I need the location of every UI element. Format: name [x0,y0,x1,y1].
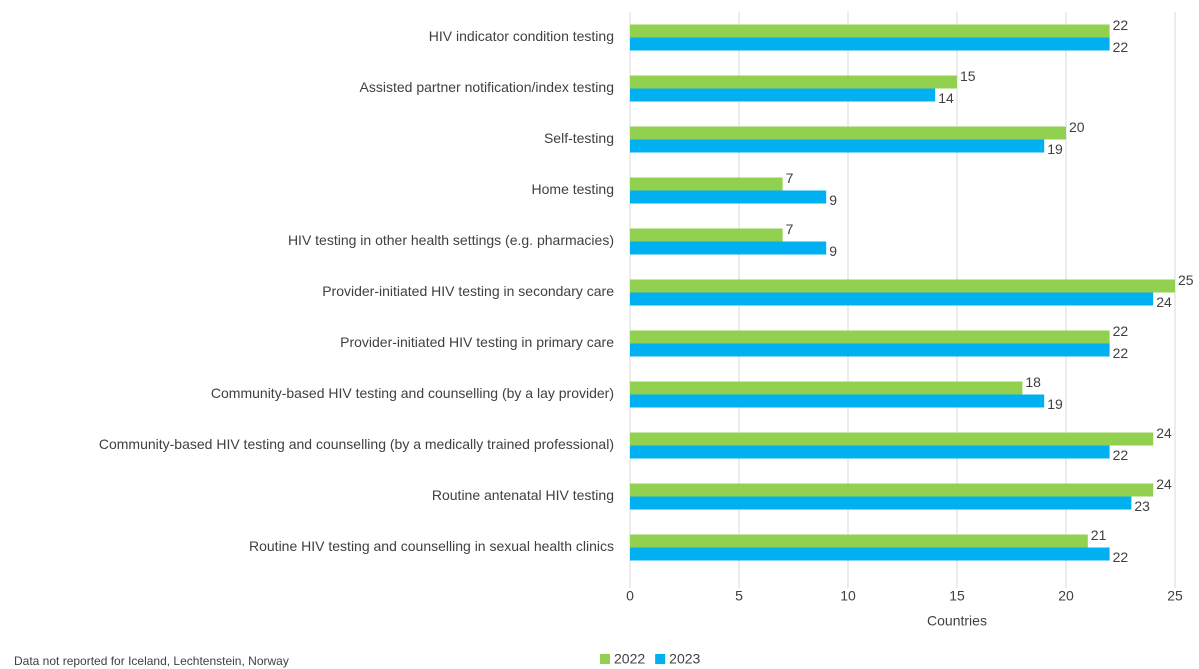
value-label: 9 [829,192,837,208]
x-tick-label: 10 [840,588,856,604]
value-label: 18 [1025,374,1041,390]
value-label: 22 [1113,447,1129,463]
bar [630,445,1110,459]
value-label: 22 [1113,17,1129,33]
x-tick-label: 25 [1167,588,1183,604]
y-tick-label: Routine HIV testing and counselling in s… [249,538,614,554]
y-tick-label: HIV indicator condition testing [429,28,614,44]
x-tick-label: 20 [1058,588,1074,604]
y-tick-label: Provider-initiated HIV testing in primar… [340,334,614,350]
bar [630,483,1154,497]
bar [630,88,936,102]
bar [630,394,1045,408]
value-label: 24 [1156,425,1172,441]
bar [630,177,783,191]
value-label: 9 [829,243,837,259]
bar [630,292,1154,306]
legend-label: 2023 [669,651,700,667]
value-label: 14 [938,90,954,106]
bar [630,37,1110,51]
bar [630,24,1110,38]
value-label: 22 [1113,549,1129,565]
y-tick-label: Routine antenatal HIV testing [432,487,614,503]
x-axis-label: Countries [927,613,987,629]
value-label: 21 [1091,527,1107,543]
bar [630,496,1132,510]
y-tick-label: Self-testing [544,130,614,146]
legend-swatch [600,654,610,664]
value-label: 19 [1047,396,1063,412]
value-label: 22 [1113,345,1129,361]
y-tick-label: Assisted partner notification/index test… [360,79,614,95]
value-label: 25 [1178,272,1194,288]
value-label: 7 [786,221,794,237]
value-label: 23 [1134,498,1150,514]
bar [630,534,1088,548]
bar [630,190,827,204]
x-tick-label: 15 [949,588,965,604]
footnote: Data not reported for Iceland, Lechtenst… [14,654,289,668]
legend-swatch [655,654,666,664]
x-tick-label: 0 [626,588,634,604]
bar [630,343,1110,357]
value-label: 7 [786,170,794,186]
bar [630,381,1023,395]
y-tick-label: HIV testing in other health settings (e.… [288,232,614,248]
bar [630,228,783,242]
bar [630,241,827,255]
value-label: 22 [1113,39,1129,55]
y-tick-label: Community-based HIV testing and counsell… [99,436,614,452]
value-label: 24 [1156,294,1172,310]
bar [630,139,1045,153]
bar [630,330,1110,344]
value-label: 22 [1113,323,1129,339]
y-tick-label: Home testing [532,181,614,197]
value-label: 24 [1156,476,1172,492]
value-label: 19 [1047,141,1063,157]
bar [630,432,1154,446]
value-label: 20 [1069,119,1085,135]
legend-label: 2022 [614,651,645,667]
bar [630,547,1110,561]
value-label: 15 [960,68,976,84]
x-tick-label: 5 [735,588,743,604]
y-tick-label: Community-based HIV testing and counsell… [211,385,614,401]
y-tick-label: Provider-initiated HIV testing in second… [322,283,614,299]
bar [630,279,1175,293]
bar [630,75,957,89]
bar [630,126,1066,140]
